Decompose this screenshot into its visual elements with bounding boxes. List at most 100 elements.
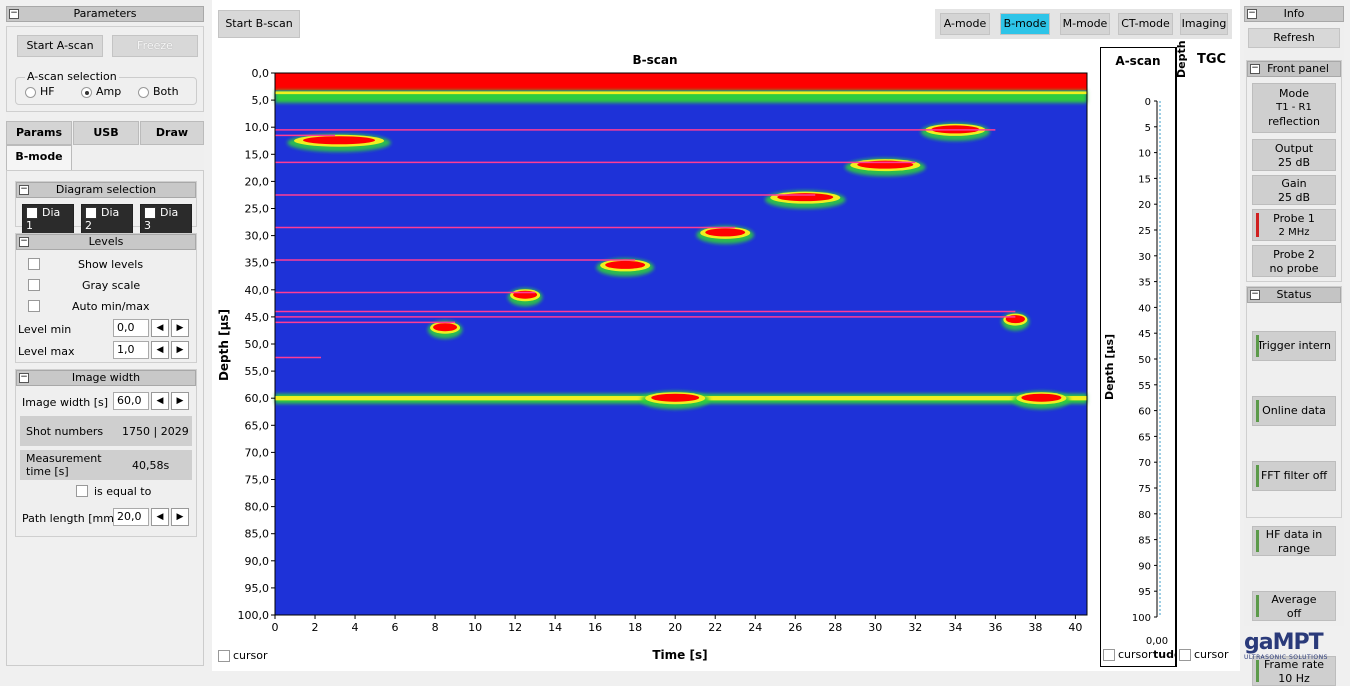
image-width-label: Image width [s] (22, 396, 109, 409)
show-levels-label: Show levels (78, 258, 144, 271)
levels-header[interactable]: − Levels (16, 234, 196, 250)
image-width-header[interactable]: − Image width (16, 370, 196, 386)
level-max-field[interactable]: 1,0 (113, 341, 149, 359)
diagram-header[interactable]: − Diagram selection (16, 182, 196, 198)
tab-bmode[interactable]: B-mode (6, 145, 72, 171)
radio-hf[interactable]: HF (25, 85, 55, 98)
ascan-y-tick-label: 20 (1138, 200, 1151, 211)
x-tick-label: 20 (668, 621, 682, 634)
level-min-left-icon[interactable]: ◀ (151, 319, 169, 337)
freeze-button[interactable]: Freeze (112, 35, 198, 57)
bscan-chart[interactable]: B-scan 0 2 4 6 8 10 12 14 16 18 20 22 24 26 28 30 32 34 36… (212, 45, 1096, 671)
check-icon[interactable] (26, 207, 38, 219)
tab-draw[interactable]: Draw (140, 121, 204, 145)
front-panel-title: Front panel (1267, 62, 1329, 75)
x-tick-label: 22 (708, 621, 722, 634)
ascan-cursor-checkbox[interactable] (1103, 649, 1115, 661)
ascan-y-tick-label: 5 (1145, 123, 1151, 134)
ascan-y-tick-label: 35 (1138, 278, 1151, 289)
image-width-left-icon[interactable]: ◀ (151, 392, 169, 410)
levels-title: Levels (88, 235, 124, 248)
info-header[interactable]: − Info (1244, 6, 1344, 22)
output-info-label: Output (1274, 142, 1314, 155)
path-length-right-icon[interactable]: ▶ (171, 508, 189, 526)
measurement-time-box (20, 450, 192, 480)
tab-usb[interactable]: USB (73, 121, 139, 145)
radio-hf-icon[interactable] (25, 86, 36, 98)
dia2-checkbox[interactable]: Dia 2 (81, 204, 133, 234)
ascan-tude-label: tude (1153, 648, 1182, 661)
refresh-button[interactable]: Refresh (1248, 28, 1340, 48)
collapse-icon[interactable]: − (1250, 63, 1260, 74)
mode-info-value: T1 - R1 (1276, 102, 1312, 113)
radio-amp[interactable]: Amp (81, 85, 121, 98)
parameters-header[interactable]: − Parameters (6, 6, 204, 22)
path-length-left-icon[interactable]: ◀ (151, 508, 169, 526)
start-ascan-button[interactable]: Start A-scan (17, 35, 103, 57)
path-length-field[interactable]: 20,0 (113, 508, 149, 526)
gray-scale-checkbox[interactable] (28, 279, 40, 291)
gain-info-value: 25 dB (1277, 191, 1311, 204)
bscan-cursor-checkbox[interactable] (218, 650, 230, 662)
check-icon[interactable] (144, 207, 156, 219)
mode-m-button[interactable]: M-mode (1060, 13, 1110, 35)
ascan-y-tick-label: 90 (1138, 561, 1151, 572)
probe1-info-label: Probe 1 (1273, 212, 1315, 225)
image-width-right-icon[interactable]: ▶ (171, 392, 189, 410)
mode-imaging-button[interactable]: Imaging (1180, 13, 1228, 35)
tgc-panel (1176, 47, 1236, 667)
mode-info-label: Mode (1279, 87, 1309, 100)
ascan-chart[interactable]: A-scan Depth [µs] 0 5 10 15 20 25 30 35 40 45 50 55… (1100, 47, 1176, 667)
ascan-ylabel: Depth [µs] (1103, 334, 1116, 400)
level-max-left-icon[interactable]: ◀ (151, 341, 169, 359)
radio-both[interactable]: Both (138, 85, 179, 98)
level-min-field[interactable]: 0,0 (113, 319, 149, 337)
level-max-label: Level max (18, 345, 75, 358)
ascan-title: A-scan (1115, 54, 1160, 68)
is-equal-checkbox[interactable] (76, 485, 88, 497)
collapse-icon[interactable]: − (19, 236, 29, 247)
x-tick-label: 40 (1068, 621, 1082, 634)
ascan-y-tick-label: 45 (1138, 329, 1151, 340)
x-tick-label: 0 (272, 621, 279, 634)
tab-params[interactable]: Params (6, 121, 72, 145)
collapse-icon[interactable]: − (1250, 289, 1260, 300)
ascan-y-tick-label: 75 (1138, 484, 1151, 495)
ascan-y-tick-label: 10 (1138, 149, 1151, 160)
mode-ct-button[interactable]: CT-mode (1118, 13, 1173, 35)
ascan-y-tick-label: 70 (1138, 458, 1151, 469)
gain-info: Gain 25 dB (1252, 175, 1336, 205)
dia1-label: Dia 1 (26, 206, 61, 232)
level-min-right-icon[interactable]: ▶ (171, 319, 189, 337)
collapse-icon[interactable]: − (19, 184, 29, 195)
reflection-core (1021, 393, 1062, 402)
check-icon[interactable] (85, 207, 97, 219)
mode-a-button[interactable]: A-mode (940, 13, 990, 35)
tgc-depth-label: Depth (1175, 40, 1188, 78)
collapse-icon[interactable]: − (9, 8, 19, 19)
radio-amp-icon[interactable] (81, 86, 92, 98)
status-indicator (1256, 595, 1259, 617)
y-tick-label: 35,0 (245, 257, 270, 270)
image-width-field[interactable]: 60,0 (113, 392, 149, 410)
y-tick-label: 45,0 (245, 311, 270, 324)
auto-minmax-checkbox[interactable] (28, 300, 40, 312)
front-panel-header[interactable]: − Front panel (1247, 61, 1341, 77)
ascan-y-tick-label: 100 (1132, 613, 1151, 624)
right-panel: − Info Refresh − Front panel Mode T1 - R1 … (1244, 6, 1344, 686)
mode-b-button[interactable]: B-mode (1000, 13, 1050, 35)
radio-hf-label: HF (40, 85, 55, 98)
status-header[interactable]: − Status (1247, 287, 1341, 303)
tgc-cursor-checkbox[interactable] (1179, 649, 1191, 661)
collapse-icon[interactable]: − (1247, 8, 1257, 19)
start-bscan-button[interactable]: Start B-scan (218, 10, 300, 38)
show-levels-checkbox[interactable] (28, 258, 40, 270)
level-max-right-icon[interactable]: ▶ (171, 341, 189, 359)
dia3-checkbox[interactable]: Dia 3 (140, 204, 192, 234)
y-tick-label: 55,0 (245, 365, 270, 378)
radio-both-icon[interactable] (138, 86, 149, 98)
dia1-checkbox[interactable]: Dia 1 (22, 204, 74, 234)
collapse-icon[interactable]: − (19, 372, 29, 383)
y-tick-label: 90,0 (245, 555, 270, 568)
bscan-title: B-scan (632, 53, 677, 67)
